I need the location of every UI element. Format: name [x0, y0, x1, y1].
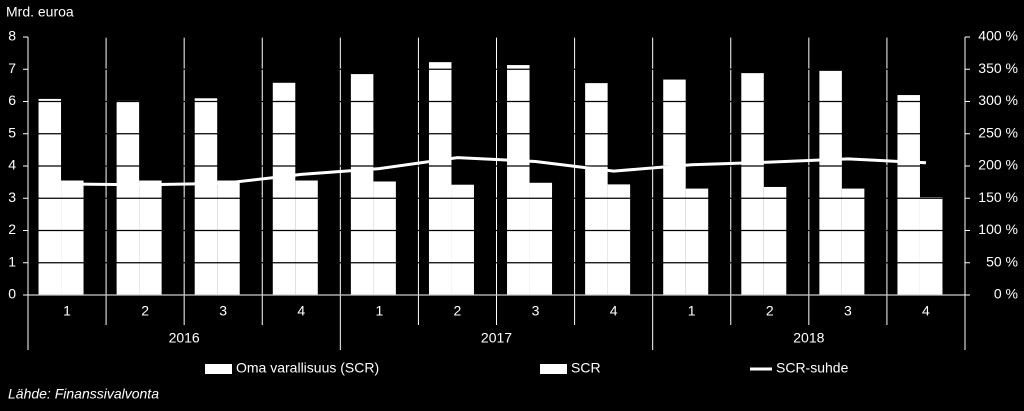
- bar: [607, 184, 631, 295]
- bar: [217, 180, 240, 295]
- legend-label: SCR: [571, 360, 601, 376]
- bar: [763, 186, 787, 295]
- bar: [295, 180, 318, 295]
- bar: [139, 180, 162, 295]
- y2-tick-label: 100 %: [978, 221, 1018, 237]
- bar: [919, 197, 943, 295]
- x-tick-label: 4: [297, 303, 305, 319]
- x-tick-label: 1: [63, 303, 71, 319]
- y-tick-label: 8: [8, 28, 16, 44]
- y-tick-label: 5: [8, 124, 16, 140]
- bar: [194, 98, 218, 296]
- x-tick-label: 2: [141, 303, 149, 319]
- year-label: 2016: [169, 330, 200, 346]
- x-tick-label: 4: [610, 303, 618, 319]
- bar: [685, 188, 709, 295]
- y2-tick-label: 50 %: [986, 253, 1018, 269]
- y2-tick-label: 0 %: [994, 286, 1018, 302]
- y-tick-label: 2: [8, 221, 16, 237]
- year-label: 2018: [793, 330, 824, 346]
- x-tick-label: 4: [922, 303, 930, 319]
- bar: [741, 73, 764, 296]
- x-tick-label: 3: [219, 303, 227, 319]
- legend-label: SCR-suhde: [776, 360, 849, 376]
- x-tick-label: 2: [454, 303, 462, 319]
- legend-swatch: [540, 364, 567, 374]
- bar: [819, 70, 842, 295]
- bar: [272, 82, 296, 295]
- bar: [585, 83, 608, 296]
- bar: [841, 188, 865, 295]
- y2-tick-label: 200 %: [978, 157, 1018, 173]
- bar: [350, 74, 374, 296]
- y-tick-label: 6: [8, 92, 16, 108]
- bar: [897, 95, 920, 295]
- source-note: Lähde: Finanssivalvonta: [8, 386, 159, 402]
- y-tick-label: 4: [8, 157, 16, 173]
- y2-tick-label: 400 %: [978, 28, 1018, 44]
- y2-tick-label: 300 %: [978, 92, 1018, 108]
- line-series: [67, 156, 927, 187]
- y2-tick-label: 250 %: [978, 124, 1018, 140]
- bar: [451, 184, 474, 295]
- bar: [61, 180, 84, 295]
- bar: [373, 181, 396, 295]
- y2-tick-label: 150 %: [978, 189, 1018, 205]
- y-axis-label: Mrd. euroa: [6, 4, 74, 20]
- x-tick-label: 1: [375, 303, 383, 319]
- year-label: 2017: [481, 330, 512, 346]
- y2-tick-label: 350 %: [978, 60, 1018, 76]
- legend-swatch: [205, 364, 232, 374]
- y-tick-label: 3: [8, 189, 16, 205]
- x-tick-label: 3: [532, 303, 540, 319]
- x-tick-label: 1: [688, 303, 696, 319]
- x-tick-label: 2: [766, 303, 774, 319]
- bar: [507, 65, 530, 296]
- x-tick-label: 3: [844, 303, 852, 319]
- legend-label: Oma varallisuus (SCR): [236, 360, 379, 376]
- y-tick-label: 0: [8, 286, 16, 302]
- bar: [428, 62, 452, 295]
- bar: [529, 182, 553, 295]
- y-tick-label: 1: [8, 253, 16, 269]
- bar: [38, 98, 62, 295]
- y-tick-label: 7: [8, 60, 16, 76]
